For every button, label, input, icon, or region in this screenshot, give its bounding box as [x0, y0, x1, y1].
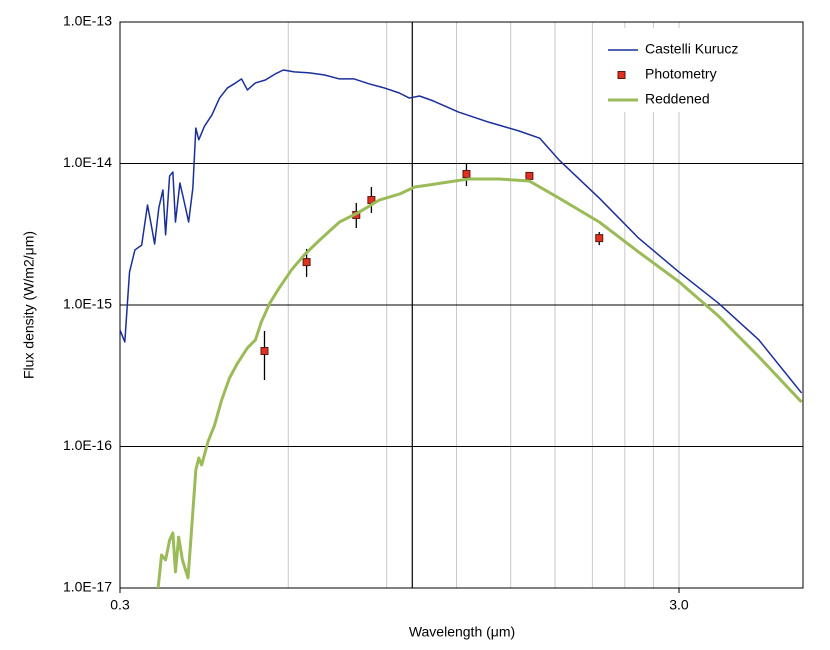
legend-label: Castelli Kurucz [645, 41, 738, 57]
y-tick-label: 1.0E-16 [63, 437, 112, 453]
legend-box [605, 28, 795, 112]
data-point [260, 347, 269, 356]
data-point [462, 169, 471, 178]
legend-label: Reddened [645, 91, 710, 107]
legend-swatch [617, 71, 626, 79]
series-line [156, 177, 803, 588]
plot-area [120, 69, 803, 588]
data-point [302, 258, 311, 267]
x-tick-label: 3.0 [669, 597, 689, 613]
x-tick-label: 0.3 [110, 597, 130, 613]
y-tick-label: 1.0E-17 [63, 579, 112, 595]
data-point [595, 234, 604, 243]
data-point [525, 171, 534, 180]
x-axis-title: Wavelength (μm) [409, 624, 515, 640]
series-line [120, 69, 803, 394]
y-tick-label: 1.0E-14 [63, 154, 112, 170]
plot-border [119, 21, 804, 589]
y-axis-title: Flux density (W/m2/μm) [21, 231, 37, 379]
y-tick-label: 1.0E-15 [63, 296, 112, 312]
y-tick-label: 1.0E-13 [63, 13, 112, 29]
legend-label: Photometry [645, 66, 717, 82]
